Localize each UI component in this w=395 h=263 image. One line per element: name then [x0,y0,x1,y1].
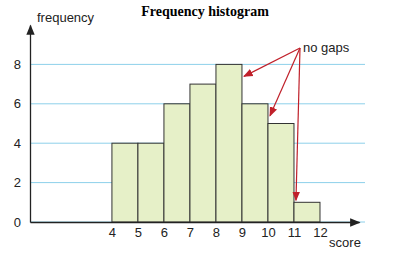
x-tick: 10 [261,222,275,240]
y-tick: 8 [14,57,30,72]
y-axis-title: frequency [37,10,95,25]
x-tick-label: 7 [187,225,194,240]
bar [268,124,294,223]
x-axis-title: score [329,235,361,250]
bar [216,64,242,222]
x-tick: 4 [109,222,116,240]
x-axis-line [31,222,360,223]
bar [112,143,138,222]
x-tick-label: 5 [135,225,142,240]
grid [30,64,365,222]
y-axis-line [30,26,31,223]
bar [294,202,320,222]
x-tick-label: 12 [313,225,327,240]
y-tick-label: 4 [14,136,21,151]
x-tick-label: 8 [213,225,220,240]
x-tick-label: 4 [109,225,116,240]
bars [112,64,320,222]
annotation: no gaps [303,40,350,55]
x-axis: 4 5 6 7 8 9 10 11 12 [31,222,360,240]
y-tick: 4 [14,136,30,151]
x-tick-label: 11 [288,225,302,240]
y-tick: 2 [14,175,30,190]
bar [164,104,190,222]
y-axis: 0 2 4 6 8 [14,26,31,230]
x-tick: 11 [288,222,302,240]
bar [190,84,216,222]
annotation-arrow [296,48,300,200]
x-tick: 9 [239,222,246,240]
y-tick-label: 0 [14,215,21,230]
x-tick-label: 6 [161,225,168,240]
bar [242,104,268,222]
y-tick-label: 8 [14,57,21,72]
x-tick: 6 [161,222,168,240]
grid-line [30,64,365,65]
y-tick: 6 [14,96,30,111]
annotation-arrow [270,48,300,116]
chart: 4 5 6 7 8 9 10 11 12 0 2 4 6 8 Frequency histogram freq… [0,0,395,263]
x-tick-label: 9 [239,225,246,240]
x-tick: 5 [135,222,142,240]
bar [138,143,164,222]
x-tick: 12 [313,222,327,240]
x-tick-label: 10 [261,225,275,240]
title: Frequency histogram [141,4,269,19]
annotation-arrow [244,48,300,76]
annotation-arrows [244,48,300,200]
x-tick: 7 [187,222,194,240]
x-tick: 8 [213,222,220,240]
y-tick: 0 [14,215,30,230]
y-tick-label: 2 [14,175,21,190]
y-tick-label: 6 [14,96,21,111]
